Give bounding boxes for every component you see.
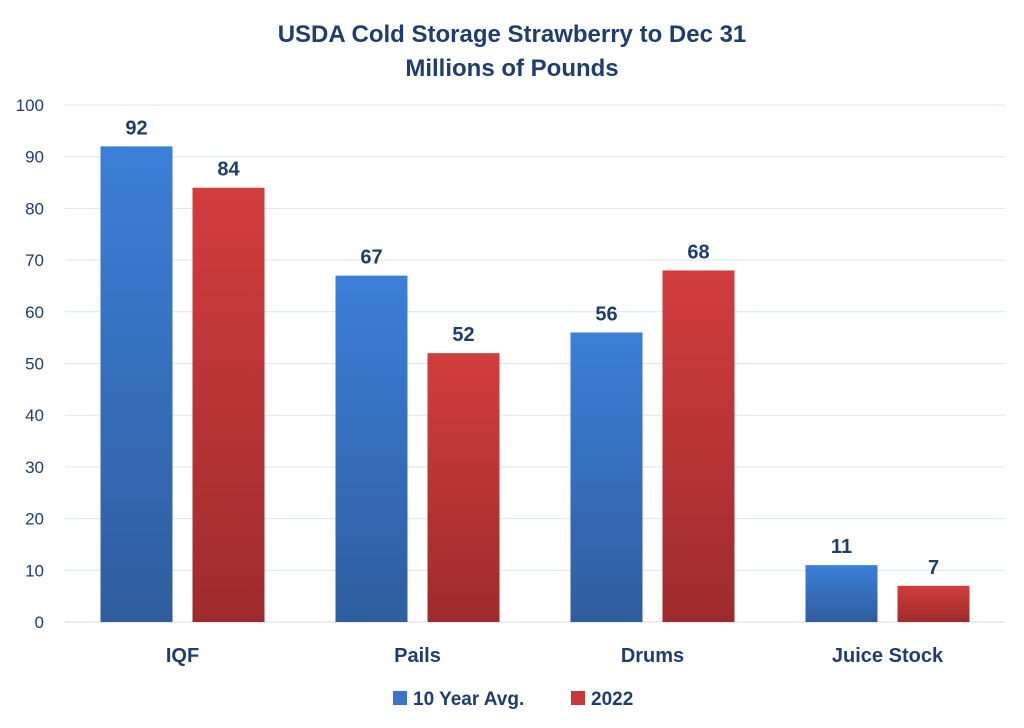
y-tick-label: 40 — [25, 406, 44, 425]
bars — [100, 146, 970, 623]
y-tick-label: 60 — [25, 303, 44, 322]
legend-swatch — [571, 691, 585, 705]
y-tick-label: 20 — [25, 510, 44, 529]
data-label: 52 — [452, 324, 474, 346]
legend-swatch — [393, 691, 407, 705]
data-label: 56 — [595, 303, 617, 325]
x-tick-label: Juice Stock — [832, 645, 944, 667]
data-label: 11 — [831, 536, 852, 558]
data-label: 7 — [928, 557, 939, 579]
y-tick-label: 10 — [25, 561, 44, 580]
y-tick-label: 30 — [25, 458, 44, 477]
legend: 10 Year Avg. 2022 — [393, 689, 633, 710]
x-tick-label: Pails — [394, 645, 441, 667]
bar-ten-year-avg-0 — [100, 146, 173, 623]
bar-year-2022-3 — [897, 585, 970, 622]
legend-label: 2022 — [591, 689, 633, 710]
y-tick-label: 90 — [25, 148, 44, 167]
y-tick-label: 80 — [25, 199, 44, 218]
y-axis-ticks: 0 10 20 30 40 50 60 70 80 90 100 — [16, 96, 44, 632]
data-label: 68 — [687, 241, 709, 263]
bar-year-2022-0 — [192, 187, 265, 622]
legend-label: 10 Year Avg. — [413, 689, 524, 710]
bar-year-2022-1 — [427, 353, 500, 622]
y-tick-label: 50 — [25, 355, 44, 374]
bar-year-2022-2 — [662, 270, 735, 622]
x-axis-ticks: IQF Pails Drums Juice Stock — [166, 645, 944, 667]
data-label: 67 — [360, 247, 382, 269]
y-tick-label: 70 — [25, 251, 44, 270]
data-labels: 92 84 67 52 56 68 11 7 — [125, 117, 939, 578]
chart-subtitle: Millions of Pounds — [405, 55, 618, 82]
bar-ten-year-avg-1 — [335, 275, 408, 622]
data-label: 92 — [125, 117, 147, 139]
y-tick-label: 100 — [16, 96, 44, 115]
bar-ten-year-avg-3 — [805, 565, 878, 622]
x-tick-label: IQF — [166, 645, 199, 667]
data-label: 84 — [217, 159, 240, 181]
chart-title: USDA Cold Storage Strawberry to Dec 31 — [278, 21, 747, 48]
x-tick-label: Drums — [621, 645, 684, 667]
y-tick-label: 0 — [35, 613, 44, 632]
bar-ten-year-avg-2 — [570, 332, 643, 622]
